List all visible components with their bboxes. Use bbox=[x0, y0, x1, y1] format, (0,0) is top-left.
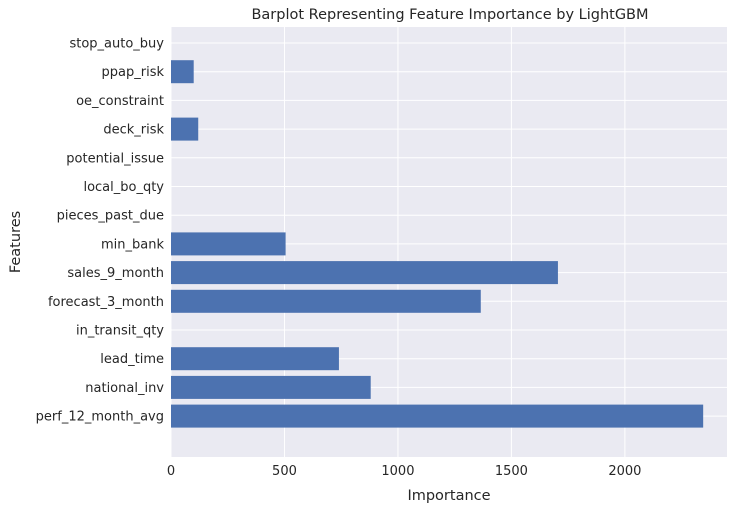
y-tick-label: national_inv bbox=[85, 381, 164, 396]
y-tick-label: lead_time bbox=[100, 352, 164, 367]
y-tick-label: perf_12_month_avg bbox=[36, 410, 164, 425]
y-tick-label: forecast_3_month bbox=[48, 295, 164, 310]
y-tick-label: potential_issue bbox=[66, 151, 164, 166]
bar-ppap-risk bbox=[171, 60, 194, 84]
x-tick-label: 1000 bbox=[381, 464, 414, 479]
y-tick-label: in_transit_qty bbox=[76, 324, 164, 339]
y-tick-labels: perf_12_month_avg national_inv lead_time in… bbox=[36, 37, 165, 425]
y-axis-label: Features bbox=[8, 211, 24, 273]
bar-forecast-3-month bbox=[171, 289, 481, 313]
x-tick-labels: 0 500 1000 1500 2000 bbox=[167, 464, 642, 479]
x-tick-label: 2000 bbox=[608, 464, 641, 479]
y-tick-label: stop_auto_buy bbox=[69, 37, 164, 52]
y-tick-label: deck_risk bbox=[103, 123, 164, 138]
bar-deck-risk bbox=[171, 117, 199, 141]
bars bbox=[171, 60, 704, 428]
x-tick-label: 1500 bbox=[495, 464, 528, 479]
y-tick-label: pieces_past_due bbox=[57, 209, 164, 224]
x-tick-label: 500 bbox=[272, 464, 297, 479]
bar-national-inv bbox=[171, 375, 371, 399]
x-axis-label: Importance bbox=[407, 488, 490, 504]
y-tick-label: sales_9_month bbox=[67, 266, 164, 281]
chart-title: Barplot Representing Feature Importance … bbox=[251, 7, 648, 23]
x-tick-label: 0 bbox=[167, 464, 175, 479]
bar-perf-12-month-avg bbox=[171, 404, 704, 428]
y-tick-label: oe_constraint bbox=[76, 94, 164, 109]
bar-sales-9-month bbox=[171, 261, 558, 285]
bar-lead-time bbox=[171, 347, 339, 371]
y-tick-label: ppap_risk bbox=[102, 65, 165, 80]
y-tick-label: min_bank bbox=[101, 237, 164, 252]
bar-min-bank bbox=[171, 232, 286, 256]
y-tick-label: local_bo_qty bbox=[83, 180, 164, 195]
